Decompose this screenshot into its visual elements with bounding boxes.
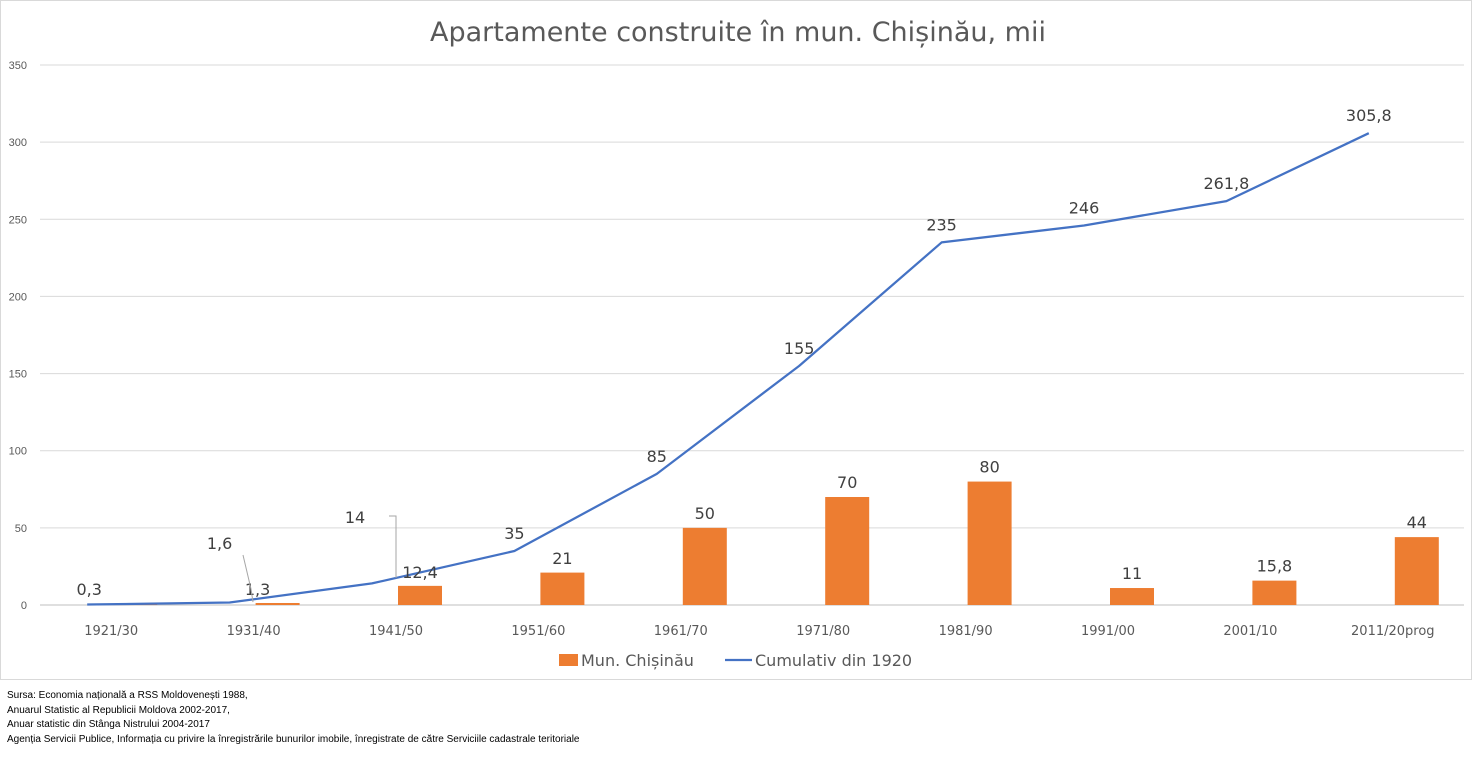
y-tick-label: 50: [15, 523, 27, 535]
chart-frame: Apartamente construite în mun. Chișinău,…: [0, 0, 1472, 680]
x-tick-label: 1951/60: [511, 624, 565, 639]
y-tick-label: 300: [9, 137, 27, 149]
line-data-label: 1,6: [207, 534, 232, 553]
line-data-label: 246: [1069, 198, 1100, 217]
source-notes: Sursa: Economia națională a RSS Moldoven…: [7, 689, 579, 747]
chart-title: Apartamente construite în mun. Chișinău,…: [430, 17, 1046, 48]
line-data-label: 155: [784, 339, 815, 358]
x-tick-label: 1931/40: [227, 624, 281, 639]
x-tick-label: 1961/70: [654, 624, 708, 639]
x-tick-label: 1971/80: [796, 624, 850, 639]
line-data-label: 35: [504, 524, 524, 543]
bar: [1110, 588, 1154, 605]
x-tick-label: 1921/30: [84, 624, 138, 639]
gridlines: [40, 64, 1464, 606]
y-tick-label: 350: [9, 60, 27, 72]
bar: [1252, 580, 1297, 605]
bar: [1394, 537, 1439, 605]
y-tick-label: 100: [9, 446, 27, 458]
label-leader: [389, 515, 397, 578]
x-axis: 1921/30 1931/40 1941/50 1951/60 1961/70 1971/…: [84, 624, 1434, 639]
line-data-label: 235: [926, 215, 957, 234]
legend-swatch-bar: [559, 654, 578, 666]
bar: [255, 602, 300, 605]
bar-data-label: 12,4: [402, 563, 438, 582]
x-tick-label: 2001/10: [1223, 624, 1277, 639]
legend-label-line: Cumulativ din 1920: [755, 651, 912, 670]
bar-data-label: 21: [552, 549, 572, 568]
bar: [967, 481, 1012, 605]
bar-data-label: 70: [837, 473, 857, 492]
legend-label-bar: Mun. Chișinău: [581, 651, 694, 670]
bar-series: [113, 481, 1439, 606]
legend: Mun. Chișinău Cumulativ din 1920: [559, 651, 912, 670]
bar: [825, 497, 870, 605]
bar-data-label: 11: [1122, 564, 1142, 583]
y-tick-label: 250: [9, 214, 27, 226]
bar: [540, 572, 585, 605]
bar-data-label: 15,8: [1257, 557, 1293, 576]
x-tick-label: 1941/50: [369, 624, 423, 639]
y-tick-label: 150: [9, 369, 27, 381]
x-tick-label: 1981/90: [939, 624, 993, 639]
bar-data-label: 44: [1407, 513, 1427, 532]
line-data-label: 261,8: [1203, 174, 1249, 193]
line-data-label: 85: [647, 447, 667, 466]
bar: [682, 527, 727, 605]
bar-data-label: 1,3: [245, 580, 270, 599]
bar-data-label: 0,3: [76, 580, 101, 599]
source-line: Agenția Servicii Publice, Informația cu …: [7, 733, 580, 745]
bar-data-label: 50: [695, 504, 715, 523]
x-tick-label: 1991/00: [1081, 624, 1135, 639]
y-tick-label: 200: [9, 291, 27, 303]
label-leader: [242, 554, 254, 603]
source-line: Anuar statistic din Stânga Nistrului 200…: [7, 719, 210, 730]
line-data-label: 305,8: [1346, 106, 1392, 125]
bar: [398, 585, 442, 605]
source-line: Anuarul Statistic al Republicii Moldova …: [7, 704, 230, 716]
bar-data-label: 80: [979, 458, 999, 477]
source-line: Sursa: Economia națională a RSS Moldoven…: [7, 690, 248, 701]
x-tick-label: 2011/20prog: [1351, 624, 1435, 639]
y-axis: 0 50 100 150 200 250 300 350: [9, 60, 27, 612]
series-line: [87, 132, 1370, 606]
line-data-label: 14: [345, 508, 365, 527]
data-labels: 0,3 1,3 12,4 21 50 70 80 11 15,8 44 1,6 14 35 85 155 23…: [76, 106, 1427, 603]
line-series: [87, 132, 1370, 606]
y-tick-label: 0: [21, 600, 27, 612]
chart-svg: Apartamente construite în mun. Chișinău,…: [9, 17, 1464, 670]
